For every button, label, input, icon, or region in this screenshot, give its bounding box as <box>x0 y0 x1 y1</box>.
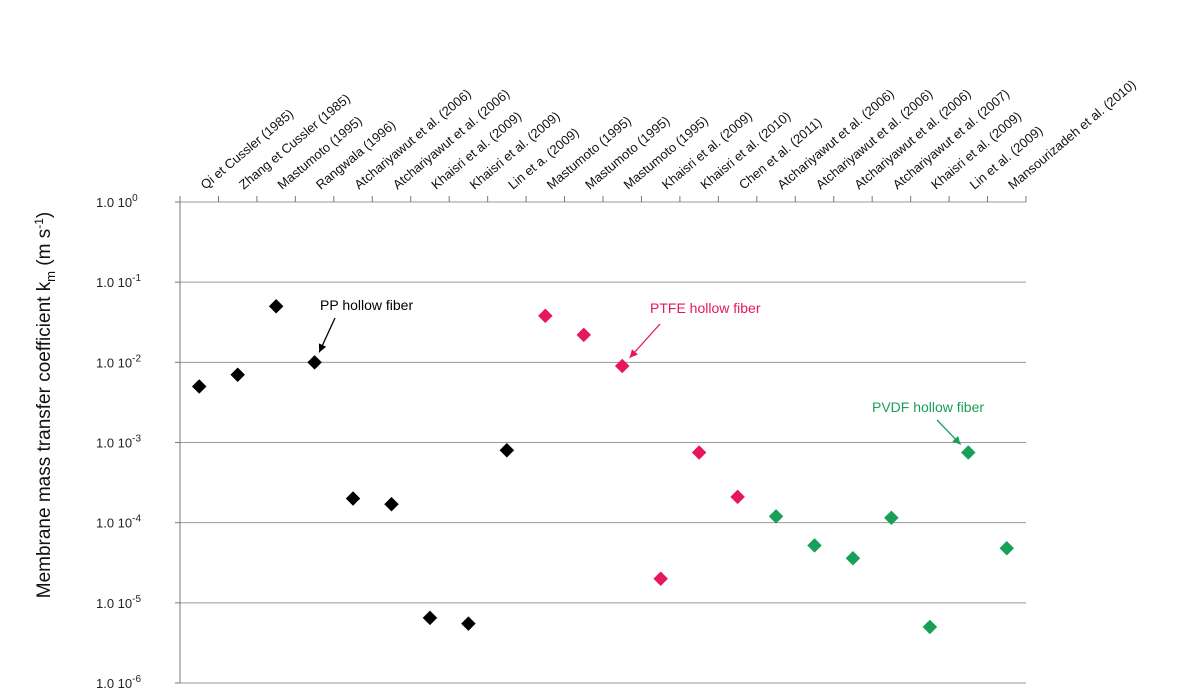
y-axis-label-unit-pre: (m s <box>34 229 55 271</box>
data-point <box>922 619 938 635</box>
y-tick-label: 1.0 10-1 <box>96 273 141 290</box>
annotation-label: PTFE hollow fiber <box>650 300 761 316</box>
y-tick-base: 1.0 10 <box>96 676 132 691</box>
y-axis-label-main: Membrane mass transfer coefficient k <box>34 281 55 598</box>
y-tick-label: 1.0 10-6 <box>96 674 141 691</box>
annotation-arrow-head <box>629 349 638 358</box>
data-point <box>345 491 361 506</box>
data-point <box>614 358 630 374</box>
y-tick-exponent: -1 <box>132 273 141 284</box>
data-point <box>268 298 284 314</box>
data-point <box>384 496 399 512</box>
data-points <box>191 298 1015 635</box>
y-tick-base: 1.0 10 <box>96 436 132 451</box>
y-tick-base: 1.0 10 <box>96 195 132 210</box>
y-axis-label-unit-post: ) <box>34 212 55 218</box>
annotation-label: PP hollow fiber <box>320 297 413 313</box>
data-point <box>807 538 822 553</box>
y-tick-base: 1.0 10 <box>96 355 132 370</box>
y-axis-label-sub: m <box>43 271 58 282</box>
y-tick-base: 1.0 10 <box>96 596 132 611</box>
annotation-label: PVDF hollow fiber <box>872 399 984 415</box>
data-point <box>884 510 899 526</box>
y-tick-label: 1.0 10-4 <box>96 514 141 531</box>
data-point <box>768 508 784 524</box>
axes <box>175 196 1027 684</box>
annotations: PP hollow fiber PTFE hollow fiber PVDF hol… <box>318 297 984 446</box>
y-tick-exponent: -4 <box>132 514 141 525</box>
data-point <box>230 367 246 383</box>
y-tick-exponent: 0 <box>132 193 138 204</box>
data-point <box>691 445 707 460</box>
y-tick-label: 1.0 10-5 <box>96 594 141 611</box>
y-tick-exponent: -5 <box>132 594 141 605</box>
y-tick-label: 1.0 100 <box>96 193 138 210</box>
data-point <box>653 571 669 587</box>
y-tick-exponent: -2 <box>132 353 141 364</box>
data-point <box>499 442 515 458</box>
annotation-arrow-head <box>318 343 327 353</box>
y-tick-label: 1.0 10-2 <box>96 353 141 370</box>
data-point <box>191 379 207 394</box>
data-point <box>422 610 438 626</box>
data-point <box>461 616 476 632</box>
data-point <box>307 354 322 370</box>
data-point <box>999 540 1015 556</box>
y-tick-base: 1.0 10 <box>96 516 132 531</box>
category-labels: Qi et Cussler (1985)Zhang et Cussler (19… <box>198 77 1139 193</box>
data-point <box>576 327 592 343</box>
gridlines <box>180 201 1026 684</box>
y-axis-label-unit-sup: -1 <box>32 218 46 229</box>
y-tick-exponent: -3 <box>132 434 141 445</box>
data-point <box>537 308 553 324</box>
annotation-arrow-head <box>952 436 961 445</box>
data-point <box>960 445 976 460</box>
y-axis-label: Membrane mass transfer coefficient km (m… <box>32 212 58 599</box>
y-tick-exponent: -6 <box>132 674 141 685</box>
data-point <box>730 489 745 505</box>
y-tick-label: 1.0 10-3 <box>96 434 141 451</box>
data-point <box>845 550 861 566</box>
y-tick-base: 1.0 10 <box>96 275 132 290</box>
